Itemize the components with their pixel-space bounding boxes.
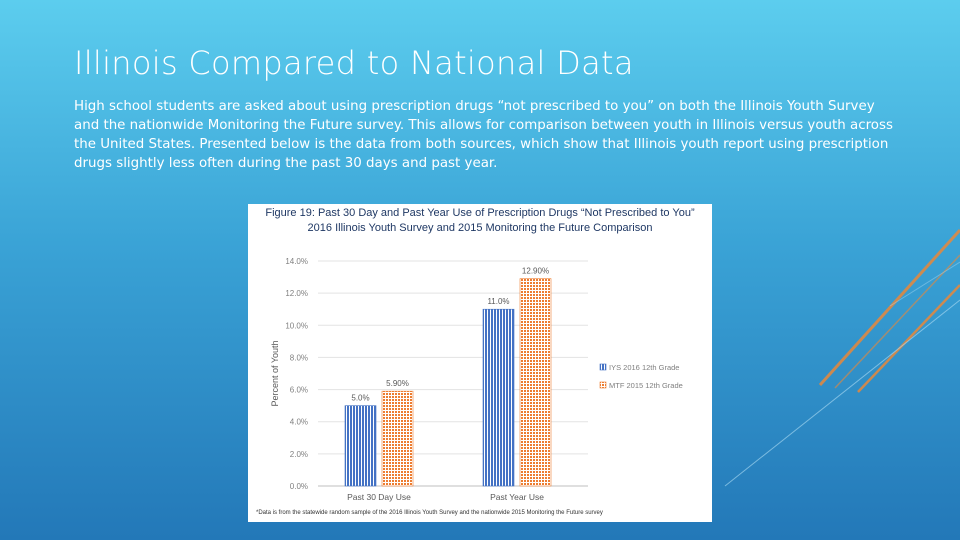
x-tick-label: Past Year Use xyxy=(490,492,544,502)
chart-figure: Figure 19: Past 30 Day and Past Year Use… xyxy=(248,204,712,522)
data-label: 12.90% xyxy=(522,267,549,276)
figure-caption: Figure 19: Past 30 Day and Past Year Use… xyxy=(248,206,712,236)
data-label: 11.0% xyxy=(487,297,509,306)
bar-mtf xyxy=(519,278,552,487)
y-tick-label: 10.0% xyxy=(285,321,308,330)
y-tick-label: 8.0% xyxy=(290,353,308,362)
y-tick-label: 12.0% xyxy=(285,289,308,298)
legend-swatch xyxy=(599,381,607,389)
legend-label: MTF 2015 12th Grade xyxy=(609,381,683,390)
figure-caption-line1: Figure 19: Past 30 Day and Past Year Use… xyxy=(265,207,695,219)
bar-iys xyxy=(482,308,515,487)
bar-chart: 0.0% 2.0% 4.0% 6.0% 8.0% 10.0% 12.0% 14.0% Perce… xyxy=(270,257,683,502)
legend-swatch xyxy=(599,363,607,371)
y-axis-label: Percent of Youth xyxy=(270,340,280,406)
y-tick-label: 2.0% xyxy=(290,450,308,459)
y-tick-label: 6.0% xyxy=(290,386,308,395)
y-tick-label: 14.0% xyxy=(285,257,308,266)
data-label: 5.90% xyxy=(386,379,409,388)
x-tick-label: Past 30 Day Use xyxy=(347,492,411,502)
y-tick-label: 0.0% xyxy=(290,482,308,491)
legend-label: IYS 2016 12th Grade xyxy=(609,363,679,372)
slide-body-text: High school students are asked about usi… xyxy=(74,99,893,171)
bar-mtf xyxy=(381,390,414,487)
slide-title: Illinois Compared to National Data xyxy=(74,44,634,82)
figure-caption-line2: 2016 Illinois Youth Survey and 2015 Moni… xyxy=(307,222,653,234)
figure-footnote: *Data is from the statewide random sampl… xyxy=(256,510,603,516)
bar-iys xyxy=(344,405,377,487)
y-tick-label: 4.0% xyxy=(290,418,308,427)
data-label: 5.0% xyxy=(351,394,369,403)
